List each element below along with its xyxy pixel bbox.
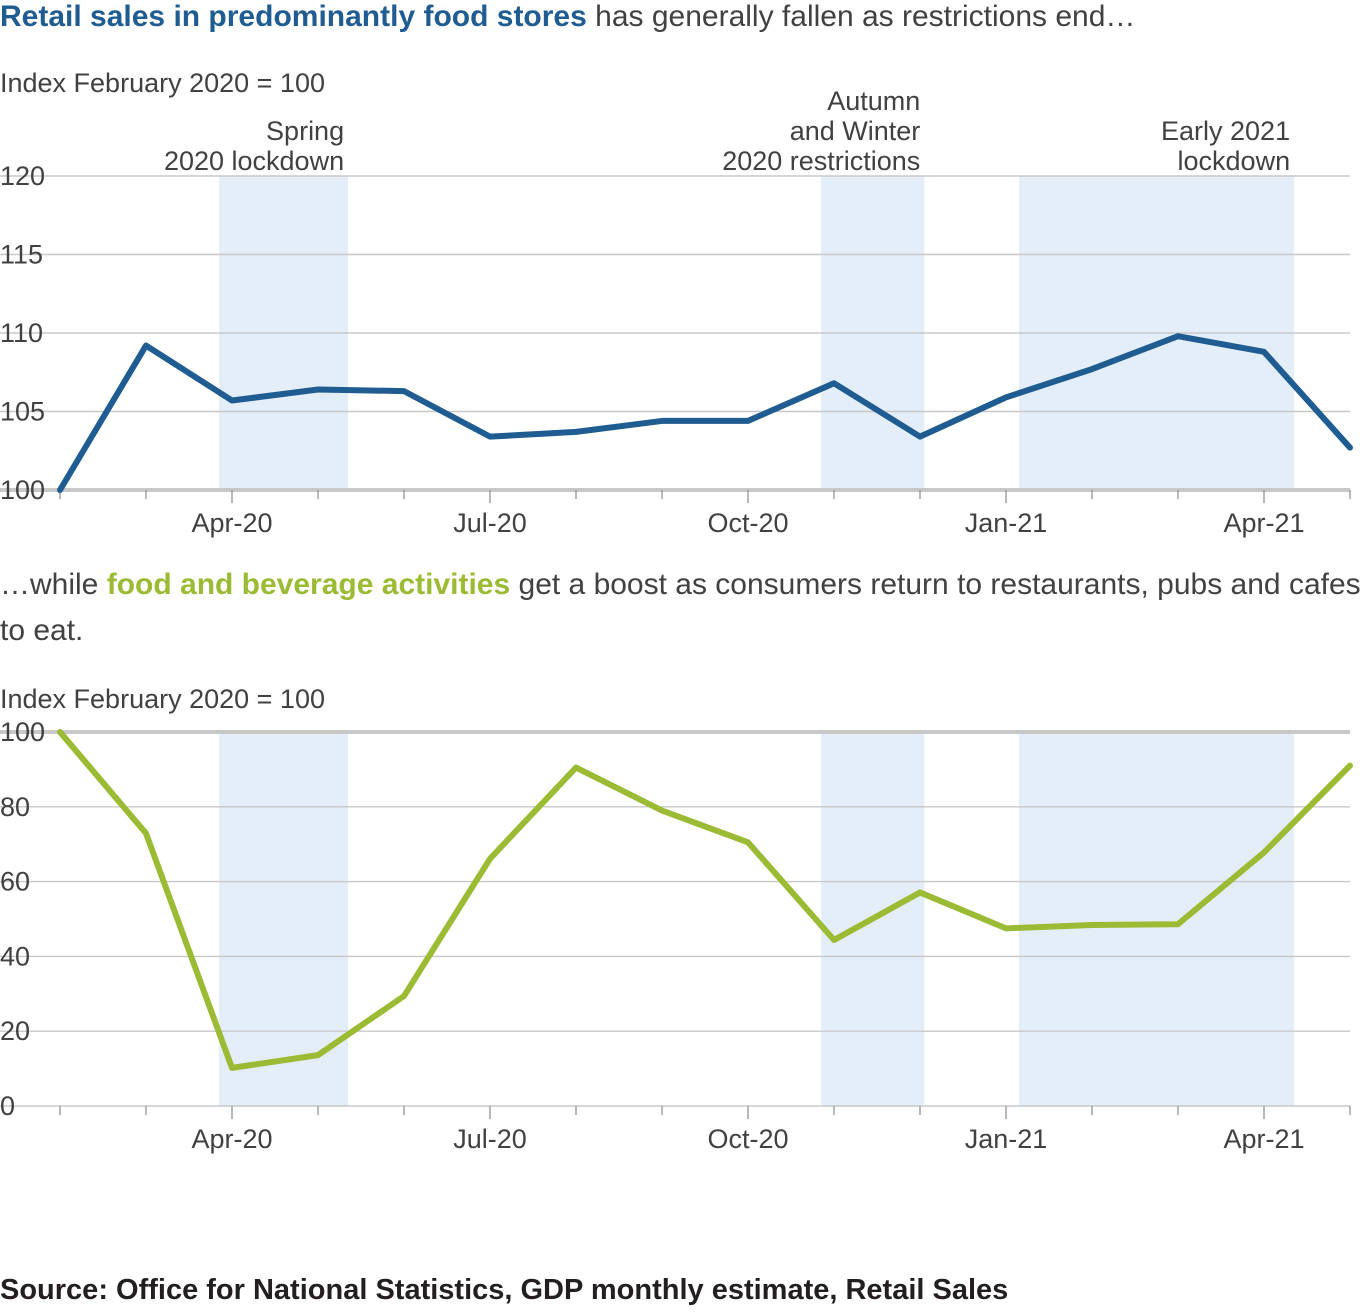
- period-label: and Winter: [790, 116, 921, 146]
- bottom-chart-headline: …while food and beverage activities get …: [0, 562, 1364, 654]
- y-tick-label: 0: [0, 1091, 15, 1121]
- x-tick-label: Apr-21: [1223, 508, 1304, 538]
- food-beverage-chart: 0 20 40 60 80 100 Apr-20 Jul-20 Oct-20 Jan-21 Apr-…: [0, 717, 1353, 1154]
- headline-rest: get a boost as consumers return to resta…: [0, 568, 1361, 647]
- y-tick-label: 60: [0, 867, 30, 897]
- y-tick-label: 120: [0, 161, 45, 191]
- y-tick-label: 105: [0, 397, 45, 427]
- period-label: Early 2021: [1161, 116, 1290, 146]
- x-tick-label: Oct-20: [707, 508, 788, 538]
- x-tick-label: Jan-21: [965, 508, 1048, 538]
- y-tick-label: 100: [0, 475, 45, 505]
- top-chart-headline: Retail sales in predominantly food store…: [0, 0, 1135, 40]
- headline-highlight-food: food and beverage activities: [106, 568, 511, 601]
- y-tick-label: 40: [0, 941, 30, 971]
- shaded-period: [219, 732, 349, 1106]
- y-tick-label: 110: [0, 318, 43, 348]
- headline-rest: has generally fallen as restrictions end…: [586, 0, 1136, 33]
- series-line: [57, 333, 1353, 493]
- period-label: 2020 restrictions: [722, 146, 920, 176]
- period-label: Autumn: [827, 86, 920, 116]
- x-tick-label: Apr-20: [191, 508, 272, 538]
- source-note: Source: Office for National Statistics, …: [0, 1274, 1009, 1306]
- bottom-chart-y-unit: Index February 2020 = 100: [0, 684, 325, 714]
- x-tick-label: Jan-21: [965, 1124, 1048, 1154]
- series-line: [57, 729, 1353, 1071]
- x-tick-label: Oct-20: [707, 1124, 788, 1154]
- y-tick-label: 80: [0, 792, 30, 822]
- y-tick-label: 100: [0, 717, 45, 747]
- period-label: Spring: [266, 116, 344, 146]
- y-tick-label: 115: [0, 240, 43, 270]
- x-tick-label: Jul-20: [453, 508, 527, 538]
- y-tick-label: 20: [0, 1016, 30, 1046]
- period-label: lockdown: [1178, 146, 1291, 176]
- period-label: 2020 lockdown: [164, 146, 344, 176]
- x-tick-label: Apr-21: [1223, 1124, 1304, 1154]
- shaded-period: [1018, 732, 1295, 1106]
- x-tick-label: Jul-20: [453, 1124, 527, 1154]
- x-tick-label: Apr-20: [191, 1124, 272, 1154]
- top-chart-y-unit: Index February 2020 = 100: [0, 68, 325, 98]
- headline-highlight-retail: Retail sales in predominantly food store…: [0, 0, 587, 33]
- headline-prefix: …while: [0, 568, 107, 601]
